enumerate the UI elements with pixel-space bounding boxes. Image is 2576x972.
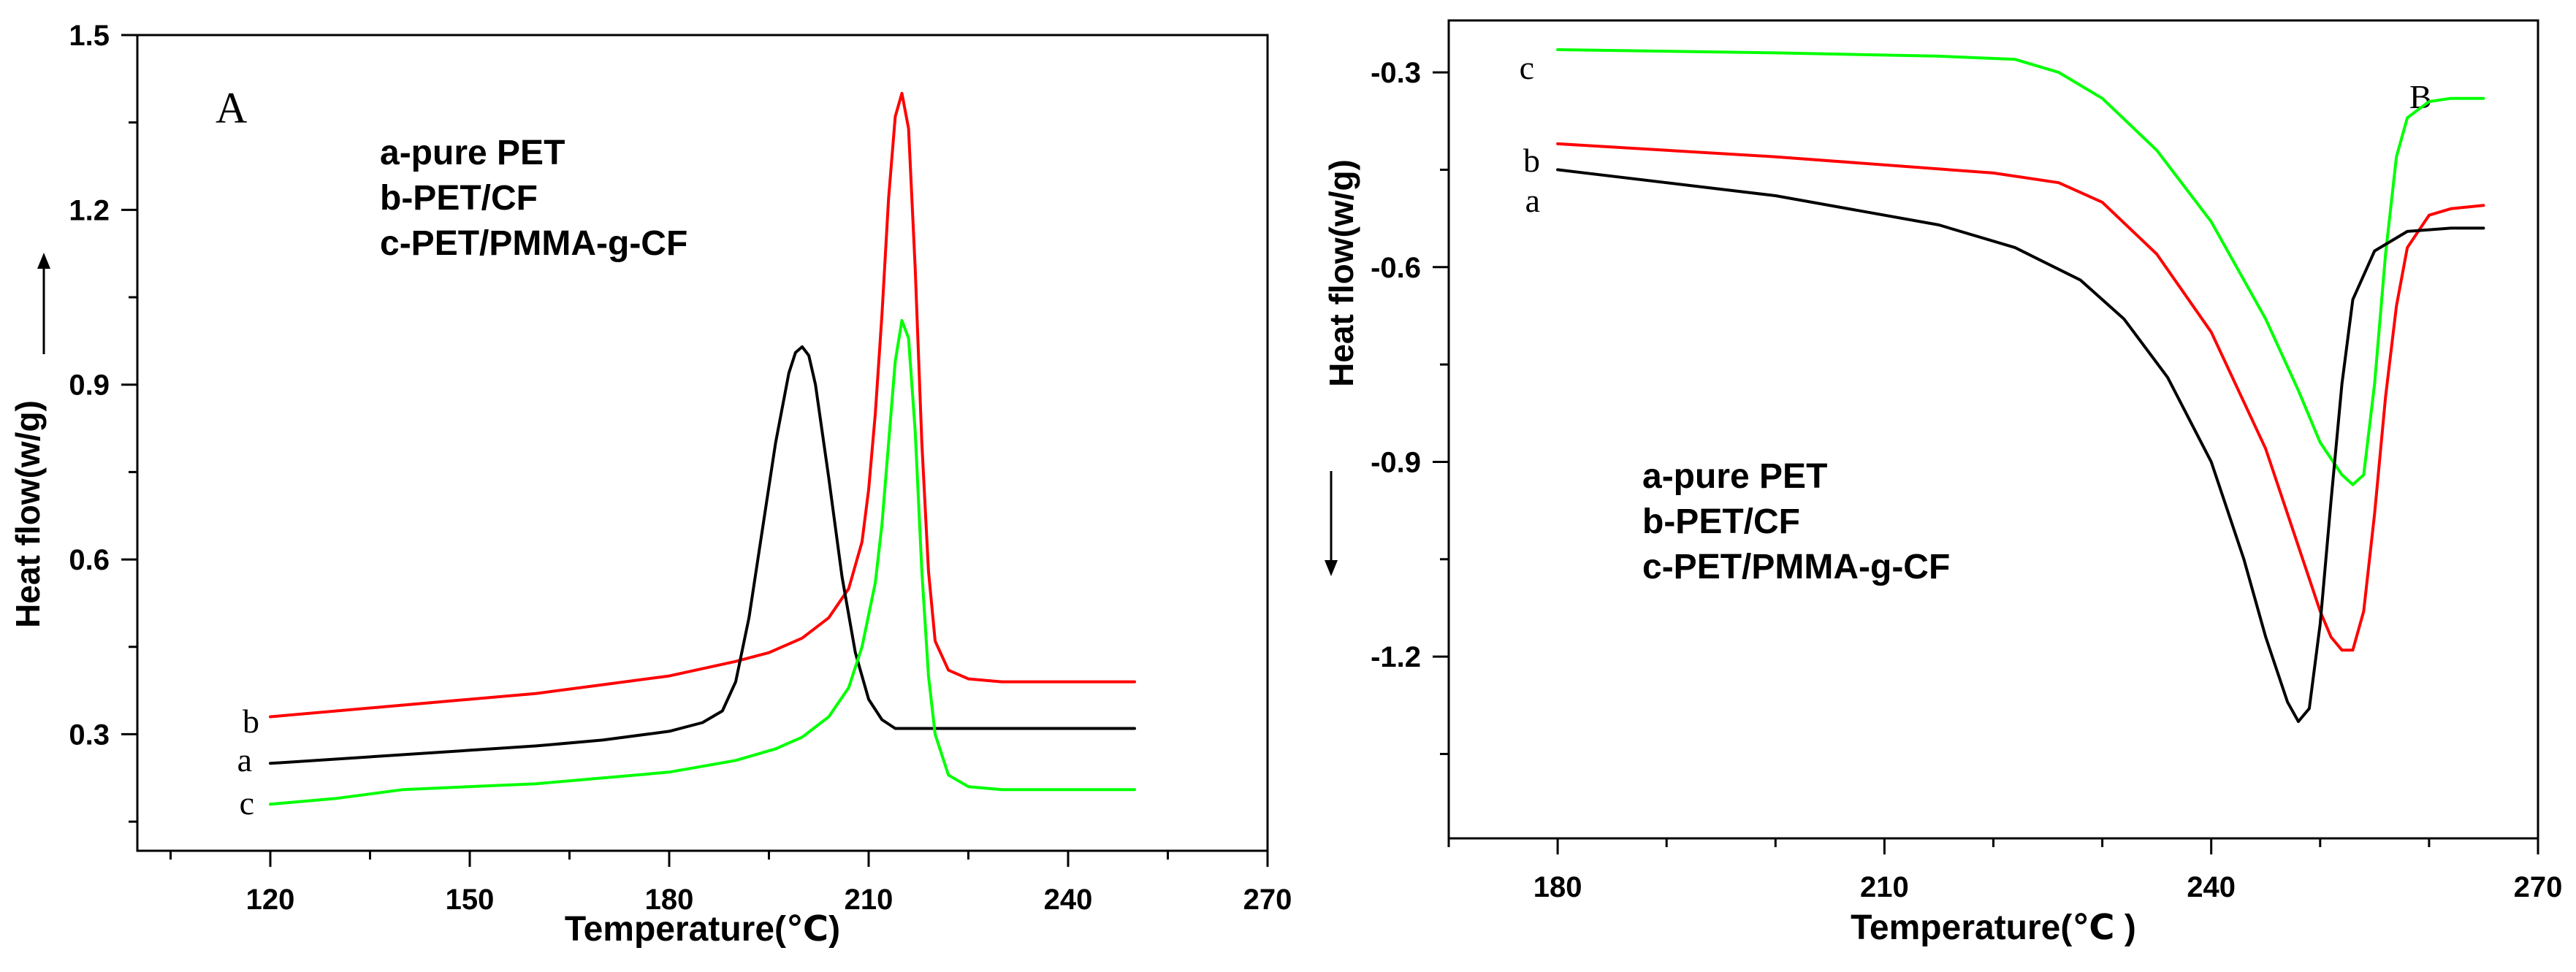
series-label-b: b	[243, 703, 259, 740]
y-axis-title: Heat flow(w/g)	[9, 400, 47, 628]
x-tick-label: 270	[1243, 884, 1292, 916]
legend-entry: b-PET/CF	[1642, 502, 1800, 541]
series-line-b	[1556, 142, 2485, 652]
legend-entry: b-PET/CF	[380, 179, 538, 218]
x-tick-label: 150	[446, 884, 495, 916]
y-tick-label: 0.9	[69, 370, 110, 402]
y-tick-label: -0.6	[1371, 252, 1421, 284]
y-axis-title: Heat flow(w/g)	[1322, 159, 1360, 387]
y-tick-label: -1.2	[1371, 641, 1421, 673]
y-tick-label: 0.3	[69, 719, 110, 751]
legend-entry: a-pure PET	[1642, 457, 1827, 496]
series-line-b	[269, 91, 1136, 719]
y-direction-arrow-head	[1325, 560, 1338, 576]
legend-entry: c-PET/PMMA-g-CF	[380, 224, 687, 263]
series-line-c	[1556, 48, 2485, 486]
x-axis-title: Temperature(℃ )	[1851, 908, 2136, 947]
series-label-b: b	[1523, 142, 1540, 179]
panel-label: A	[216, 84, 247, 132]
plot-frame-A	[136, 34, 1269, 852]
x-tick-label: 240	[2187, 871, 2236, 903]
series-line-a	[1556, 168, 2485, 723]
legend-entry: c-PET/PMMA-g-CF	[1642, 548, 1950, 586]
panel-label: B	[2409, 78, 2432, 115]
series-line-a	[269, 345, 1136, 765]
x-tick-label: 270	[2514, 871, 2563, 903]
series-label-a: a	[1525, 182, 1540, 219]
y-tick-label: -0.9	[1371, 446, 1421, 478]
y-tick-label: 1.2	[69, 194, 110, 226]
series-label-c: c	[1520, 49, 1534, 86]
x-tick-label: 210	[1860, 871, 1909, 903]
series-line-c	[269, 318, 1136, 806]
x-tick-label: 210	[845, 884, 893, 916]
plot-frame-B	[1447, 19, 2539, 840]
x-tick-label: 120	[246, 884, 295, 916]
y-tick-label: -0.3	[1371, 57, 1421, 89]
series-label-c: c	[240, 784, 254, 822]
y-direction-arrow-head	[37, 253, 50, 269]
series-label-a: a	[237, 741, 252, 778]
y-tick-label: 0.6	[69, 544, 110, 576]
x-tick-label: 240	[1044, 884, 1093, 916]
legend-entry: a-pure PET	[380, 134, 565, 172]
x-tick-label: 180	[1533, 871, 1582, 903]
x-axis-title: Temperature(℃)	[565, 910, 840, 949]
y-tick-label: 1.5	[69, 20, 110, 52]
x-tick-label: 180	[645, 884, 694, 916]
